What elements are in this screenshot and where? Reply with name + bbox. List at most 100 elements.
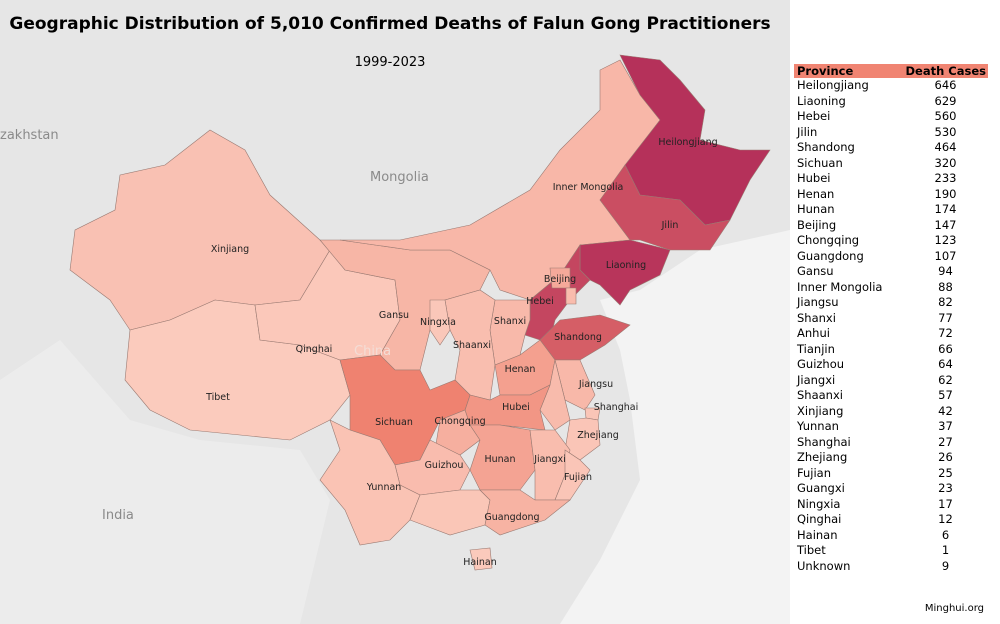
province-name: Zhejiang	[797, 450, 848, 464]
province-label: Gansu	[379, 310, 409, 321]
death-count: 66	[938, 341, 953, 356]
province-name: Xinjiang	[797, 403, 844, 418]
province-hainan[interactable]	[469, 547, 493, 571]
header-death-cases: Death Cases	[905, 64, 986, 78]
table-row: Sichuan 320	[794, 156, 988, 172]
province-label: Inner Mongolia	[553, 182, 624, 193]
table-row: Chongqing 123	[794, 233, 988, 249]
province-name: Unknown	[797, 558, 851, 573]
province-name: Liaoning	[797, 93, 846, 108]
table-row: Heilongjiang 646	[794, 78, 988, 94]
table-row: Xinjiang 42	[794, 404, 988, 420]
table-row: Shanghai 27	[794, 435, 988, 451]
province-name: Henan	[797, 186, 835, 201]
death-count: 174	[934, 202, 957, 216]
province-label: Zhejiang	[577, 430, 619, 441]
death-count: 123	[934, 233, 957, 247]
province-name: Jiangsu	[797, 295, 839, 309]
death-count: 9	[941, 558, 950, 573]
death-cases-table: Province Death Cases Heilongjiang 646 Liao…	[794, 64, 988, 574]
province-label: Guizhou	[425, 460, 464, 471]
province-heilongjiang[interactable]	[619, 54, 771, 226]
death-count: 23	[938, 481, 953, 495]
province-label: Hubei	[502, 402, 530, 413]
table-header: Province Death Cases	[794, 64, 988, 78]
province-name: Guangdong	[797, 248, 864, 263]
death-count: 464	[934, 140, 957, 154]
table-row: Fujian 25	[794, 466, 988, 482]
death-count: 25	[938, 465, 953, 480]
province-name: Guangxi	[797, 481, 845, 495]
province-label: Tibet	[205, 392, 230, 403]
table-row: Shandong 464	[794, 140, 988, 156]
province-ningxia[interactable]	[429, 299, 451, 346]
table-row: Anhui 72	[794, 326, 988, 342]
province-jilin[interactable]	[599, 164, 731, 251]
province-label: Shandong	[554, 332, 602, 343]
province-name: Shaanxi	[797, 388, 843, 402]
table-row: Gansu 94	[794, 264, 988, 280]
province-label: Liaoning	[606, 260, 646, 271]
province-name: Shandong	[797, 140, 855, 154]
province-name: Chongqing	[797, 233, 860, 247]
province-name: Heilongjiang	[797, 78, 869, 92]
province-label: Jiangxi	[533, 454, 566, 465]
table-row: Hebei 560	[794, 109, 988, 125]
basemap-label-china: China	[354, 344, 392, 359]
province-label: Fujian	[564, 472, 592, 483]
province-label: Guangdong	[484, 512, 539, 523]
province-name: Shanxi	[797, 310, 836, 325]
province-label: Yunnan	[366, 482, 402, 493]
province-name: Hubei	[797, 171, 831, 185]
province-label: Jiangsu	[578, 379, 613, 390]
province-name: Jilin	[797, 124, 818, 139]
death-count: 107	[934, 248, 957, 263]
province-name: Hunan	[797, 202, 835, 216]
province-name: Yunnan	[797, 419, 839, 433]
province-label: Xinjiang	[211, 244, 249, 255]
province-tianjin[interactable]	[565, 287, 577, 305]
province-label: Hunan	[484, 454, 515, 465]
death-count: 94	[938, 264, 953, 278]
province-name: Jiangxi	[797, 372, 836, 387]
table-row: Beijing 147	[794, 218, 988, 234]
death-count: 64	[938, 357, 953, 371]
death-count: 530	[934, 124, 957, 139]
death-count: 27	[938, 434, 953, 449]
death-count: 37	[938, 419, 953, 433]
table-row: Henan 190	[794, 187, 988, 203]
province-name: Anhui	[797, 326, 830, 340]
table-row: Jiangsu 82	[794, 295, 988, 311]
table-row: Ningxia 17	[794, 497, 988, 513]
province-name: Guizhou	[797, 357, 845, 371]
province-name: Beijing	[797, 217, 837, 232]
table-row: Yunnan 37	[794, 419, 988, 435]
table-row: Unknown 9	[794, 559, 988, 575]
table-row: Jilin 530	[794, 125, 988, 141]
table-row: Hubei 233	[794, 171, 988, 187]
province-label: Chongqing	[434, 416, 485, 427]
death-count: 26	[938, 450, 953, 464]
basemap-label-mongolia: Mongolia	[370, 170, 429, 185]
table-row: Shaanxi 57	[794, 388, 988, 404]
province-name: Sichuan	[797, 155, 843, 170]
province-label: Shanxi	[494, 316, 526, 327]
china-province-map: Heilongjiang Liaoning Hebei Jilin Shandong Si…	[0, 0, 790, 624]
province-guangdong[interactable]	[479, 489, 571, 536]
table-row: Tianjin 66	[794, 342, 988, 358]
basemap-label-kazakhstan: zakhstan	[0, 128, 59, 143]
basemap-india	[0, 340, 330, 624]
table-row: Hunan 174	[794, 202, 988, 218]
table-row: Zhejiang 26	[794, 450, 988, 466]
death-count: 72	[938, 326, 953, 340]
death-count: 190	[934, 186, 957, 201]
death-count: 62	[938, 372, 953, 387]
province-label: Shaanxi	[453, 340, 491, 351]
province-label: Shanghai	[594, 402, 638, 413]
death-count: 560	[934, 109, 957, 123]
death-count: 1	[941, 543, 950, 557]
death-count: 320	[934, 155, 957, 170]
table-row: Liaoning 629	[794, 94, 988, 110]
death-count: 12	[938, 512, 953, 526]
province-name: Ningxia	[797, 496, 841, 511]
